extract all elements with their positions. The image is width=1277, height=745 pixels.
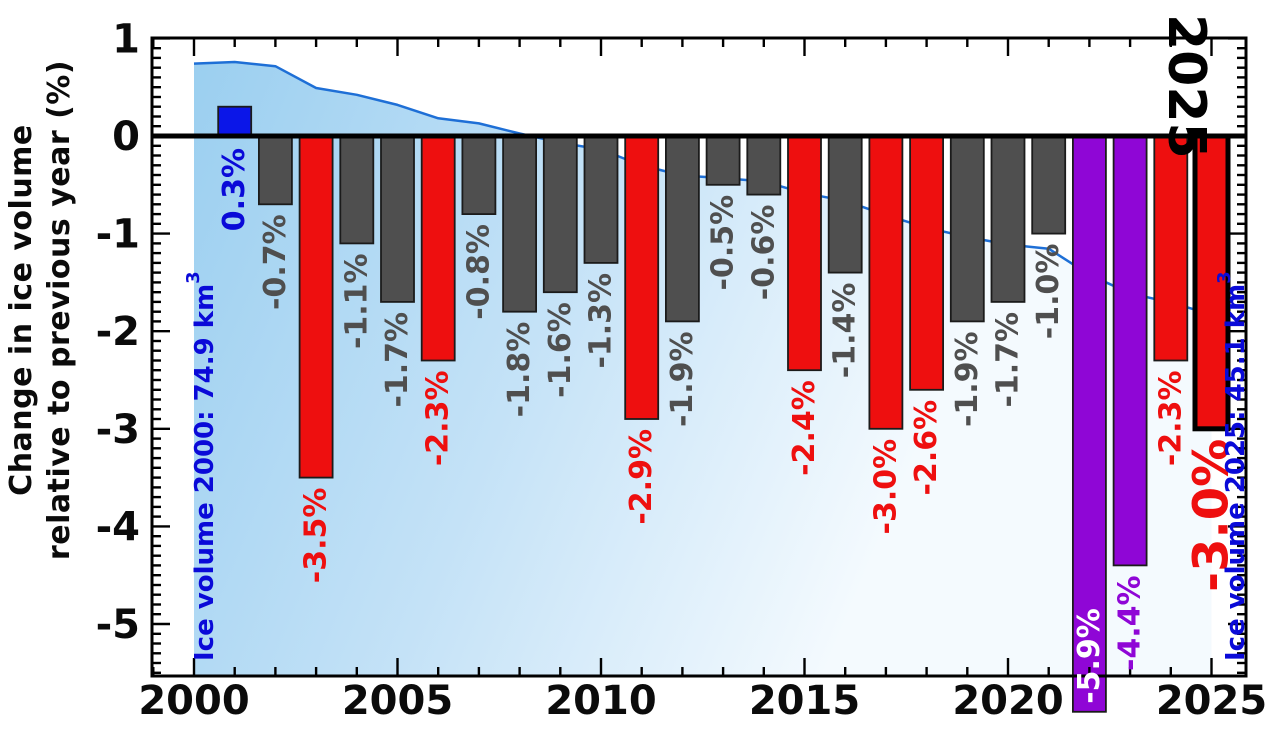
x-tick-label-2015: 2015 [749,678,860,724]
bar-2025 [1192,133,1231,432]
bar-label-2008: -1.8% [502,322,537,418]
labels-layer: 0.3%-0.7%-3.5%-1.1%-1.7%-2.3%-0.8%-1.8% -… [96,16,1268,724]
bar-label-2009: -1.6% [543,302,578,398]
bar-2006 [420,135,456,362]
x-tick-label-2020: 2020 [952,678,1063,724]
bar-2022 [1072,135,1107,713]
bar-2016 [827,135,863,274]
bar-2021 [1031,135,1067,235]
bars-layer [217,105,1231,713]
bar-label-2011: -2.9% [624,429,659,525]
x-tick-label-2025: 2025 [1156,678,1267,724]
bar-2015 [787,135,822,372]
y-tick-label-0: 0 [112,114,140,160]
bar-2023 [1112,135,1148,567]
bar-label-2023: -4.4% [1113,575,1148,671]
bar-label-2005: -1.7% [380,312,415,408]
bar-2003 [298,135,334,479]
bar-2010 [583,135,619,264]
bar-label-2016: -1.4% [828,283,863,379]
axes-layer [150,36,1248,678]
y-tick-label--4: -4 [96,504,140,550]
ice-volume-2000-annotation: Ice volume 2000: 74.9 km3 [183,271,221,661]
bar-label-2019: -1.9% [950,331,985,427]
corner-year-label: 2025 [1156,14,1216,159]
bar-label-2014: -0.6% [746,205,781,301]
bar-2017 [868,135,904,430]
y-tick-label--1: -1 [96,212,140,258]
bar-2009 [542,135,578,294]
bar-label-2020: -1.7% [991,312,1026,408]
bar-2004 [339,135,375,245]
bar-2013 [705,135,741,186]
bar-label-2018: -2.6% [909,400,944,496]
bar-2008 [502,135,538,313]
ice-volume-2025-annotation: Ice volume 2025: 45.1 km3 [1214,271,1252,661]
bar-label-2006: -2.3% [421,371,456,467]
y-tick-label-1: 1 [112,16,140,62]
x-tick-label-2005: 2005 [342,678,453,724]
bar-label-2002: -0.7% [258,214,293,310]
y-tick-label--3: -3 [96,407,140,453]
bar-2005 [380,135,415,303]
bar-label-2021: -1.0% [1031,244,1066,340]
bar-label-2013: -0.5% [706,195,741,291]
bar-2014 [746,135,782,196]
bar-2011 [624,135,660,420]
bar-label-2001: 0.3% [217,148,252,231]
y-tick-label--2: -2 [96,309,140,355]
bar-label-2007: -0.8% [461,224,496,320]
bar-label-2022: -5.9% [1072,608,1107,704]
ice-volume-curve [193,60,1212,316]
bar-2007 [461,135,497,215]
bar-2002 [257,135,293,206]
bar-label-2010: -1.3% [584,273,619,369]
bar-label-2017: -3.0% [868,439,903,535]
bar-2020 [990,135,1026,303]
bar-label-2025: -3.0% [1184,439,1240,592]
bar-2018 [909,135,944,391]
bar-label-2024: -2.3% [1153,371,1188,467]
bar-label-2015: -2.4% [787,380,822,476]
bar-2001 [217,105,253,137]
bar-2019 [949,135,985,323]
x-tick-label-2000: 2000 [138,678,249,724]
bar-label-2004: -1.1% [339,253,374,349]
bar-2024 [1153,135,1189,362]
bar-2012 [665,135,700,323]
x-tick-label-2010: 2010 [545,678,656,724]
bar-label-2003: -3.5% [299,488,334,584]
plot-frame [150,36,1248,678]
bar-label-2012: -1.9% [665,331,700,427]
y-tick-label--5: -5 [96,602,140,648]
